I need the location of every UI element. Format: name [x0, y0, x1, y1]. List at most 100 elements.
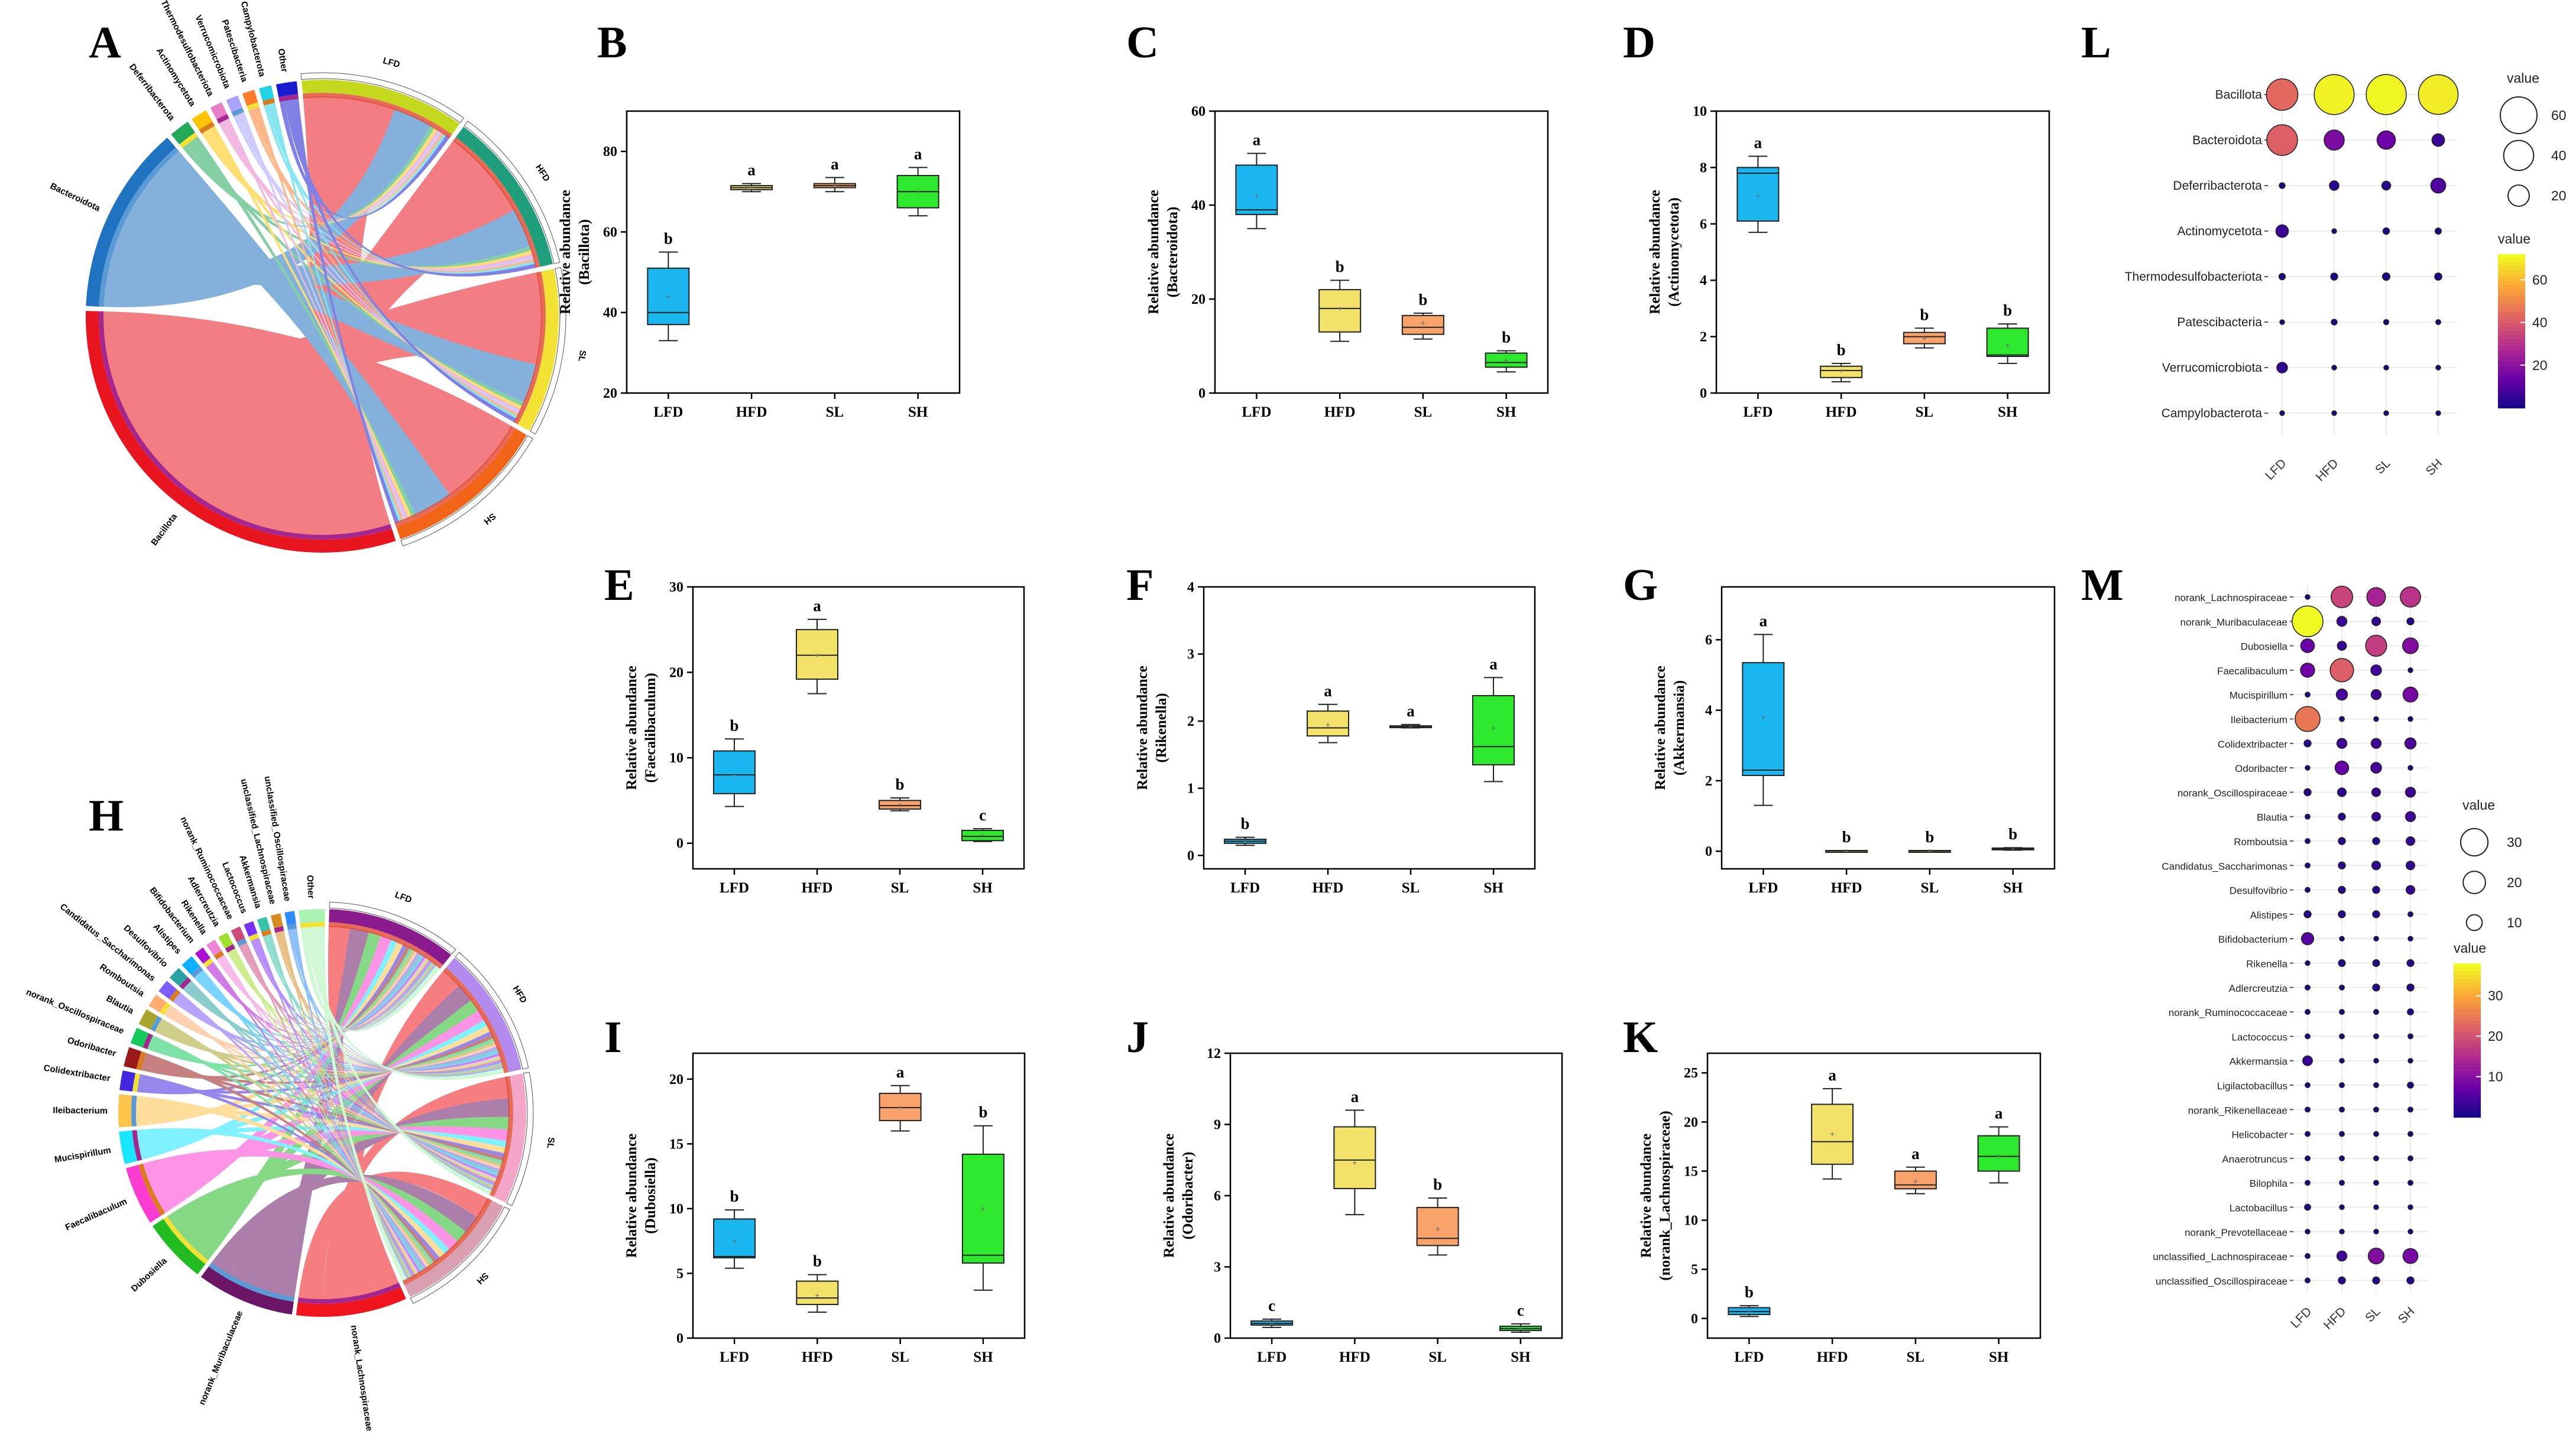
mean-marker: +: [1761, 713, 1765, 722]
iqr-box: [1742, 662, 1785, 776]
iqr-box: [647, 267, 690, 326]
dot-lfd: [2305, 692, 2311, 698]
box-lfd: + b LFD: [713, 716, 756, 896]
panel-label: A: [89, 18, 121, 67]
dot-sh: [2407, 1229, 2413, 1235]
color-legend-bar-segment: [2498, 273, 2525, 278]
taxon-arc-label: Other: [276, 48, 290, 73]
color-legend-bar-segment: [2498, 392, 2525, 397]
y-tick-label: 20: [669, 666, 683, 681]
chord-ribbon: [166, 1168, 466, 1242]
mean-marker: +: [1254, 191, 1259, 200]
dot-hfd: [2339, 1131, 2345, 1137]
taxon-arc-label: Blautia: [105, 994, 136, 1017]
color-legend-value: 40: [2532, 315, 2548, 330]
taxon-label: Verrucomicrobiota: [2162, 361, 2263, 375]
y-tick-label: 20: [1191, 292, 1206, 307]
taxon-inner-track: [142, 1033, 153, 1050]
y-tick-label: 15: [1684, 1164, 1698, 1179]
dot-sh: [2407, 1057, 2413, 1064]
y-tick-label: 6: [1700, 217, 1707, 232]
y-tick-label: 6: [1705, 632, 1712, 648]
color-legend-bar-segment: [2454, 1051, 2481, 1056]
panel-label: B: [597, 18, 627, 67]
dot-hfd: [2331, 365, 2337, 371]
x-tick-label: SH: [973, 1349, 993, 1365]
color-legend-bar-segment: [2498, 254, 2525, 259]
color-legend-bar-segment: [2498, 308, 2525, 313]
color-legend-bar-segment: [2498, 358, 2525, 362]
taxon-label: Lactococcus: [2232, 1031, 2288, 1043]
x-tick-label: SL: [1414, 404, 1433, 420]
group-arc-label: SL: [576, 349, 588, 362]
significance-letter: b: [1433, 1176, 1442, 1193]
taxon-label: Deferribacterota: [2173, 179, 2262, 193]
taxon-inner-track: [163, 1216, 209, 1264]
group-arc-label: HFD: [511, 984, 529, 1005]
color-legend-bar-segment: [2454, 963, 2481, 968]
mean-marker: +: [981, 1204, 986, 1213]
dot-sl: [2370, 738, 2382, 749]
y-tick-label: 3: [1187, 647, 1194, 663]
dot-sl: [2373, 1057, 2379, 1064]
panel-label: K: [1623, 1012, 1658, 1062]
taxon-label: unclassified_Oscillospiraceae: [2156, 1275, 2287, 1287]
group-arc: [302, 80, 460, 135]
dot-sh: [2405, 811, 2416, 822]
dot-sh: [2406, 959, 2415, 968]
y-tick-label: 10: [1684, 1213, 1698, 1229]
chord-ribbon: [193, 954, 425, 1040]
taxon-inner-track: [225, 944, 236, 953]
iqr-box: [961, 1153, 1005, 1264]
dot-sh: [2407, 1155, 2413, 1161]
group-arc-label: SH: [475, 1270, 491, 1286]
taxon-inner-track: [287, 924, 297, 930]
dot-sl: [2366, 587, 2386, 607]
taxon-arc: [138, 1009, 158, 1030]
color-legend-bar-segment: [2454, 1002, 2481, 1007]
x-tick-label: SH: [1998, 404, 2018, 420]
color-legend-bar-segment: [2498, 331, 2525, 336]
size-legend-circle: [2462, 871, 2486, 894]
panel-label: F: [1126, 560, 1153, 610]
size-legend-value: 40: [2551, 148, 2567, 163]
significance-letter: b: [813, 1252, 822, 1270]
taxon-label: unclassified_Lachnospiraceae: [2153, 1251, 2287, 1262]
mean-marker: +: [1913, 1176, 1918, 1186]
chord-diagrams: ABacillotaBacteroidotaDeferribacterotaAc…: [25, 0, 588, 1431]
y-tick-label: 2: [1187, 714, 1194, 729]
dot-hfd: [2339, 1155, 2345, 1161]
chord-ribbon: [102, 311, 513, 495]
y-axis-title: Relative abundance: [1146, 190, 1162, 314]
group-arc: [329, 909, 452, 965]
color-legend-bar-segment: [2498, 304, 2525, 309]
x-tick-label: SH: [1483, 880, 1504, 896]
dot-lfd: [2266, 124, 2298, 156]
dot-lfd: [2305, 984, 2311, 991]
x-tick-label: SH: [1496, 404, 1517, 420]
dot-hfd: [2339, 1057, 2345, 1064]
color-legend-bar-segment: [2454, 1113, 2481, 1118]
dot-hfd: [2339, 1106, 2345, 1113]
iqr-box: [1977, 1135, 2020, 1172]
taxon-inner-track: [136, 1051, 146, 1070]
dot-hfd: [2338, 959, 2346, 968]
dot-hfd: [2324, 129, 2345, 151]
dot-sh: [2407, 911, 2413, 917]
mean-marker: +: [832, 181, 837, 190]
dot-sl: [2373, 1155, 2379, 1161]
size-legend-circle: [2503, 139, 2535, 171]
significance-letter: b: [1502, 328, 1511, 346]
iqr-box: [796, 629, 838, 680]
significance-letter: a: [1911, 1145, 1920, 1163]
chord-ribbon: [250, 985, 472, 1294]
group-label: HFD: [2321, 1304, 2349, 1332]
significance-letter: a: [914, 145, 922, 163]
chord-ribbon: [248, 108, 445, 219]
x-tick-label: LFD: [720, 880, 749, 896]
dot-hfd: [2331, 228, 2337, 234]
mean-marker: +: [2011, 844, 2016, 853]
group-scale-ring: [300, 72, 465, 124]
taxon-label: Blautia: [2257, 812, 2288, 823]
